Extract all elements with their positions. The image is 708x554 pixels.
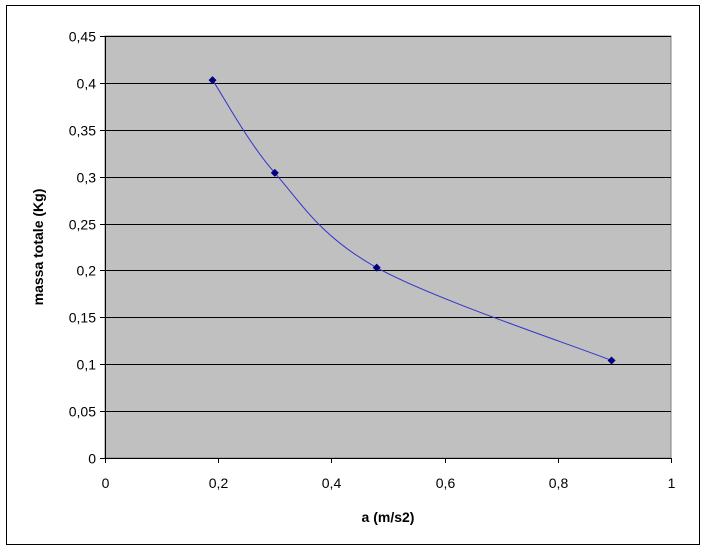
y-tick-label: 0,1: [77, 357, 97, 373]
y-tick-labels: 0 0,05 0,1 0,15 0,2 0,25 0,3 0,35 0,4 0,45: [69, 29, 96, 467]
y-tick-label: 0,2: [77, 263, 97, 279]
y-tick-label: 0: [88, 451, 96, 467]
x-tick-label: 0,6: [436, 475, 456, 491]
data-point-marker: [372, 263, 381, 272]
data-point-marker: [208, 76, 217, 85]
data-point-marker: [270, 168, 279, 177]
series-markers: [208, 76, 616, 365]
gridlines: [105, 36, 671, 412]
x-tick-labels: 0 0,2 0,4 0,6 0,8 1: [102, 475, 676, 491]
y-tick-label: 0,25: [69, 217, 96, 233]
plot-area: [104, 35, 672, 459]
y-tick-label: 0,05: [69, 404, 96, 420]
x-tick-label: 0,4: [322, 475, 342, 491]
y-tick-label: 0,45: [69, 29, 96, 45]
series-line: [212, 79, 612, 361]
y-tick-label: 0,4: [77, 76, 97, 92]
axes: [100, 36, 672, 463]
y-tick-label: 0,15: [69, 310, 96, 326]
x-tick-label: 0,2: [209, 475, 229, 491]
y-tick-label: 0,3: [77, 170, 97, 186]
x-tick-label: 0,8: [549, 475, 569, 491]
x-axis-title: a (m/s2): [362, 509, 415, 525]
x-tick-label: 1: [668, 475, 676, 491]
y-tick-label: 0,35: [69, 123, 96, 139]
y-axis-title: massa totale (Kg): [30, 189, 46, 306]
data-point-marker: [607, 356, 616, 365]
x-tick-label: 0: [102, 475, 110, 491]
